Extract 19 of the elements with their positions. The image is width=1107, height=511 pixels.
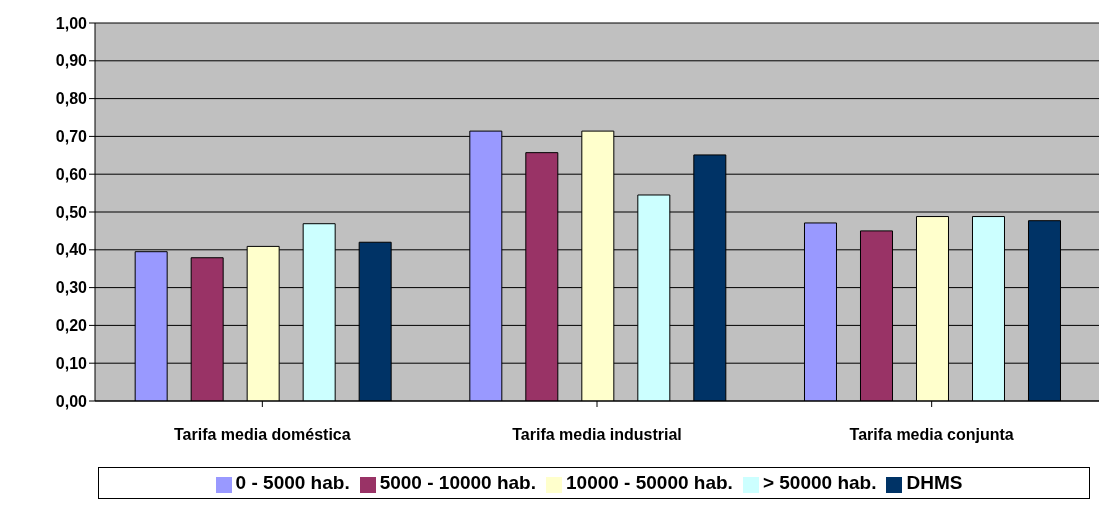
y-tick-label: 0,50	[55, 203, 88, 221]
legend-label: DHMS	[906, 472, 963, 493]
x-tick-label: Tarifa media industrial	[512, 426, 682, 444]
y-tick-label: 0,60	[55, 165, 88, 183]
legend-label: > 50000 hab.	[762, 472, 877, 493]
y-tick-label: 0,00	[55, 392, 88, 410]
y-tick-label: 0,40	[55, 241, 88, 259]
y-tick-label: 0,80	[55, 90, 88, 108]
legend-label: 5000 - 10000 hab.	[379, 472, 536, 493]
y-tick-label: 0,90	[55, 52, 88, 70]
legend-label: 0 - 5000 hab.	[235, 472, 350, 493]
legend-label: 10000 - 50000 hab.	[566, 472, 733, 493]
y-tick-label: 0,30	[55, 279, 88, 297]
y-tick-label: 0,10	[55, 354, 88, 372]
y-tick-label: 1,00	[55, 14, 88, 32]
y-tick-label: 0,70	[55, 128, 88, 146]
x-tick-label: Tarifa media doméstica	[174, 426, 351, 444]
y-tick-label: 0,20	[55, 317, 88, 335]
x-tick-label: Tarifa media conjunta	[849, 426, 1014, 444]
